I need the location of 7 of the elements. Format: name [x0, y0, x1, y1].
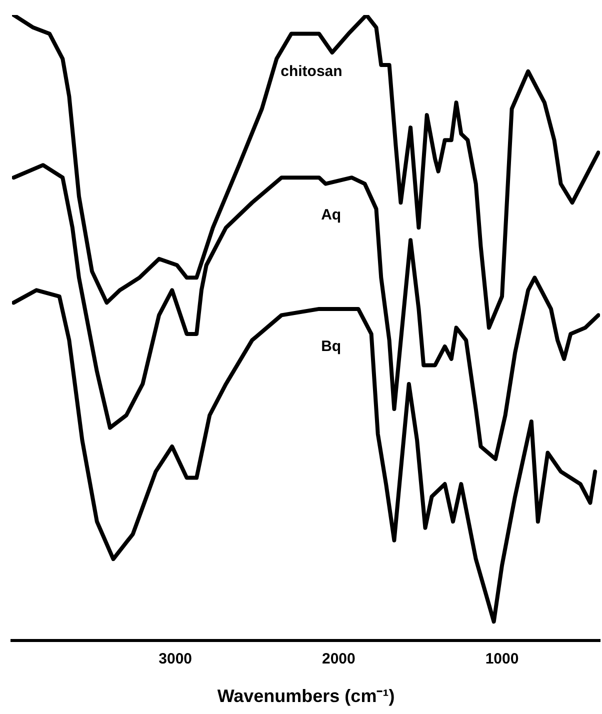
x-axis-title: Wavenumbers (cm⁻¹)	[217, 686, 395, 706]
x-tick-label: 3000	[158, 650, 192, 668]
x-tick-label: 2000	[322, 650, 356, 668]
series-label: Bq	[321, 338, 342, 356]
series-label: Aq	[321, 206, 342, 224]
x-tick-label: 1000	[485, 650, 519, 668]
series-label: chitosan	[280, 62, 342, 80]
